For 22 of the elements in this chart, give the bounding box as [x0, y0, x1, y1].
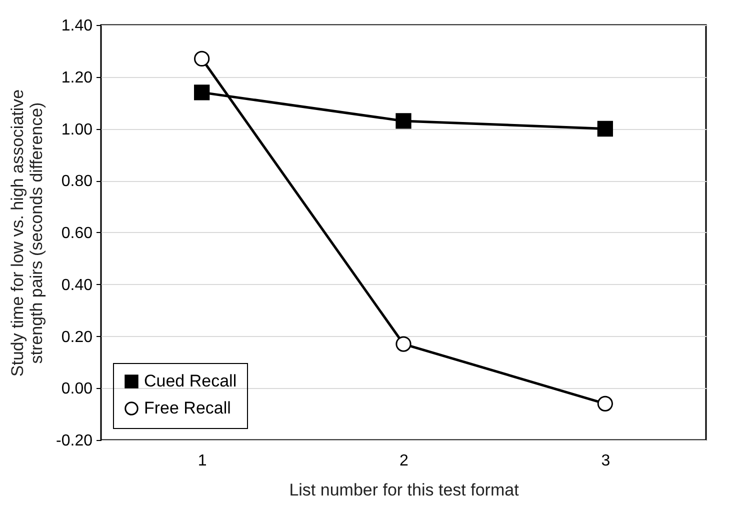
y-axis-title: Study time for low vs. high associative strength pairs (seconds difference)	[8, 89, 46, 377]
x-axis-title: List number for this test format	[289, 480, 520, 500]
y-tick-label: 1.20	[61, 69, 93, 86]
y-tick-label: 0.00	[61, 380, 93, 398]
point	[597, 120, 613, 137]
y-tick-label: 0.20	[61, 328, 93, 346]
point	[194, 84, 210, 100]
legend-label: Free Recall	[144, 398, 231, 418]
y-tick-label: 0.60	[61, 225, 93, 242]
x-tick-label: 1	[198, 452, 207, 470]
y-tick-label: 0.40	[61, 276, 93, 294]
point	[396, 336, 412, 352]
point	[194, 50, 210, 67]
point	[396, 113, 412, 129]
legend-label: Cued Recall	[144, 372, 237, 390]
y-tick-label: -0.20	[56, 432, 93, 450]
x-tick-label: 3	[601, 452, 610, 470]
y-tick-label: 1.00	[61, 121, 93, 138]
y-tick-label: 0.80	[61, 173, 93, 190]
x-tick-label: 2	[400, 452, 409, 470]
y-tick-label: 1.40	[61, 18, 93, 34]
point	[597, 396, 613, 412]
